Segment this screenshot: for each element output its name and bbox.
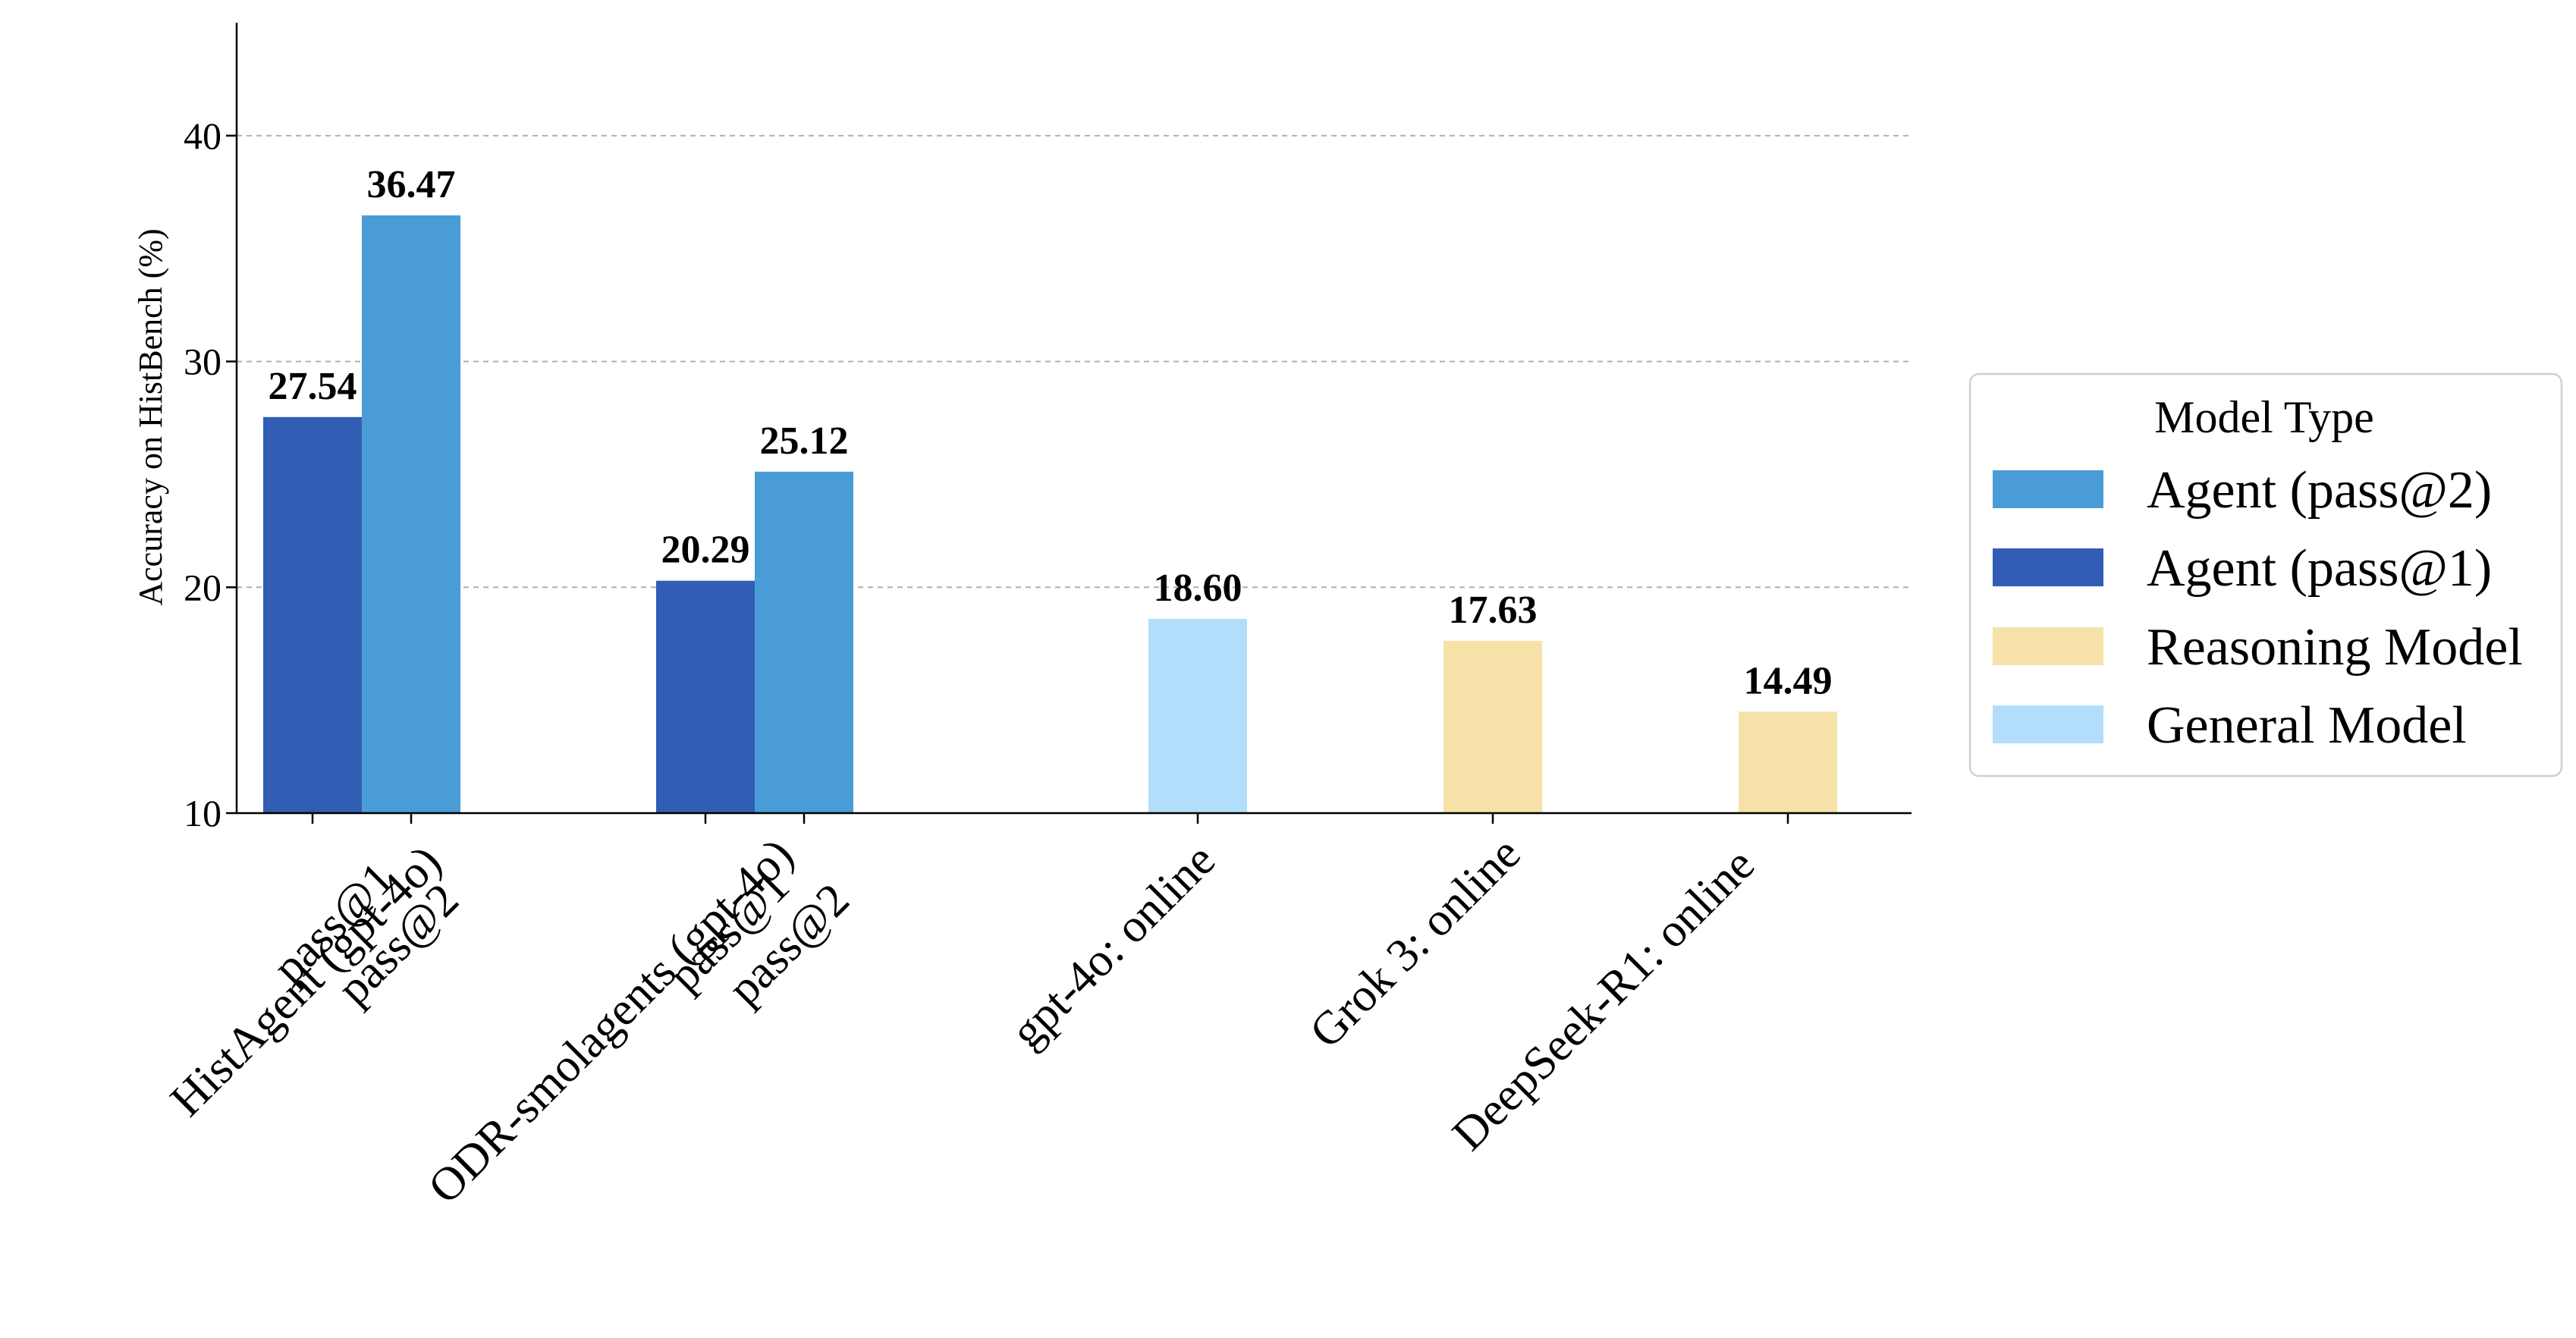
x-tick-label: ODR-smolagents (gpt-4o)	[419, 829, 803, 1214]
bar-value-label: 20.29	[661, 529, 750, 572]
bar-value-label: 17.63	[1449, 589, 1538, 632]
bar	[1148, 618, 1247, 813]
legend: Model Type Agent (pass@2) Agent (pass@1) Re…	[1968, 372, 2563, 777]
x-tick-label: HistAgent (gpt-4o)	[161, 836, 451, 1126]
x-tick-label: Grok 3: online	[1300, 828, 1531, 1058]
bar	[656, 580, 755, 813]
bar	[263, 416, 362, 813]
legend-item-label: Agent (pass@1)	[2147, 539, 2492, 598]
y-axis-label: Accuracy on HistBench (%)	[132, 228, 169, 605]
axes	[235, 23, 1912, 815]
legend-swatch	[1993, 705, 2103, 743]
bar	[1444, 640, 1542, 813]
legend-swatch	[1993, 470, 2103, 508]
legend-swatch	[1993, 627, 2103, 665]
bar-value-label: 36.47	[367, 163, 456, 206]
legend-item-label: Reasoning Model	[2147, 618, 2523, 677]
y-ticks: 10 20 30 40	[184, 115, 237, 834]
legend-item-label: General Model	[2147, 696, 2467, 755]
bar-value-label: 27.54	[269, 365, 357, 408]
bar	[362, 215, 460, 813]
legend-frame	[1968, 372, 2563, 777]
bar-value-label: 14.49	[1744, 659, 1833, 702]
y-tick-label: 20	[184, 566, 221, 608]
y-tick-label: 30	[184, 341, 221, 383]
bar-value-label: 18.60	[1154, 567, 1242, 610]
bar-value-label: 25.12	[760, 419, 849, 463]
x-tick-label: gpt-4o: online	[1001, 834, 1225, 1058]
y-tick-label: 40	[184, 115, 221, 157]
bar	[1739, 711, 1837, 813]
legend-item-label: Agent (pass@2)	[2147, 461, 2492, 520]
bars: 27.54 36.47 20.29 25.12 18.60 17.63 14.49	[263, 163, 1837, 813]
y-tick-label: 10	[184, 792, 221, 834]
bar	[755, 471, 853, 813]
grid-lines	[237, 134, 1912, 589]
legend-title: Model Type	[2154, 392, 2374, 442]
legend-swatch	[1993, 548, 2103, 586]
